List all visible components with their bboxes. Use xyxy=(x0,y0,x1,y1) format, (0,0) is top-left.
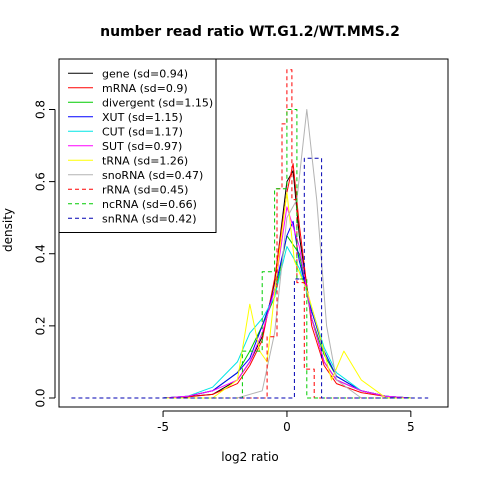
x-tick-label-0: -5 xyxy=(157,420,169,434)
legend-label-1: mRNA (sd=0.9) xyxy=(102,82,188,95)
chart-title: number read ratio WT.G1.2/WT.MMS.2 xyxy=(100,24,400,40)
series-line-8 xyxy=(212,69,387,399)
series-line-10 xyxy=(71,157,429,399)
legend-label-7: snoRNA (sd=0.47) xyxy=(102,169,203,182)
series-layer xyxy=(71,69,429,399)
y-tick-label-0: 0.0 xyxy=(34,388,48,407)
legend-label-4: CUT (sd=1.17) xyxy=(102,125,183,138)
x-axis-label: log2 ratio xyxy=(221,450,278,464)
series-line-4 xyxy=(163,246,411,399)
legend-label-9: ncRNA (sd=0.66) xyxy=(102,198,197,211)
legend-label-10: snRNA (sd=0.42) xyxy=(102,212,197,225)
x-tick-label-2: 5 xyxy=(407,420,415,434)
series-line-9 xyxy=(163,109,411,399)
series-line-7 xyxy=(237,109,362,399)
series-line-3 xyxy=(163,220,411,399)
legend-label-8: rRNA (sd=0.45) xyxy=(102,183,188,196)
y-axis-label: density xyxy=(1,208,15,252)
axes-layer: -5 0 5 0.0 0.2 0.4 0.6 0.8 xyxy=(34,100,415,434)
legend: gene (sd=0.94) mRNA (sd=0.9)divergent (sd… xyxy=(58,58,217,233)
y-tick-label-4: 0.8 xyxy=(34,100,48,119)
series-line-5 xyxy=(163,206,411,399)
y-tick-label-3: 0.6 xyxy=(34,172,48,191)
legend-label-0: gene (sd=0.94) xyxy=(102,67,188,80)
legend-label-2: divergent (sd=1.15) xyxy=(102,96,213,109)
legend-label-6: tRNA (sd=1.26) xyxy=(102,154,188,167)
y-tick-label-1: 0.2 xyxy=(34,316,48,335)
y-tick-label-2: 0.4 xyxy=(34,244,48,263)
x-tick-label-1: 0 xyxy=(283,420,291,434)
series-line-6 xyxy=(163,191,411,399)
legend-label-3: XUT (sd=1.15) xyxy=(102,111,183,124)
legend-label-5: SUT (sd=0.97) xyxy=(102,140,182,153)
